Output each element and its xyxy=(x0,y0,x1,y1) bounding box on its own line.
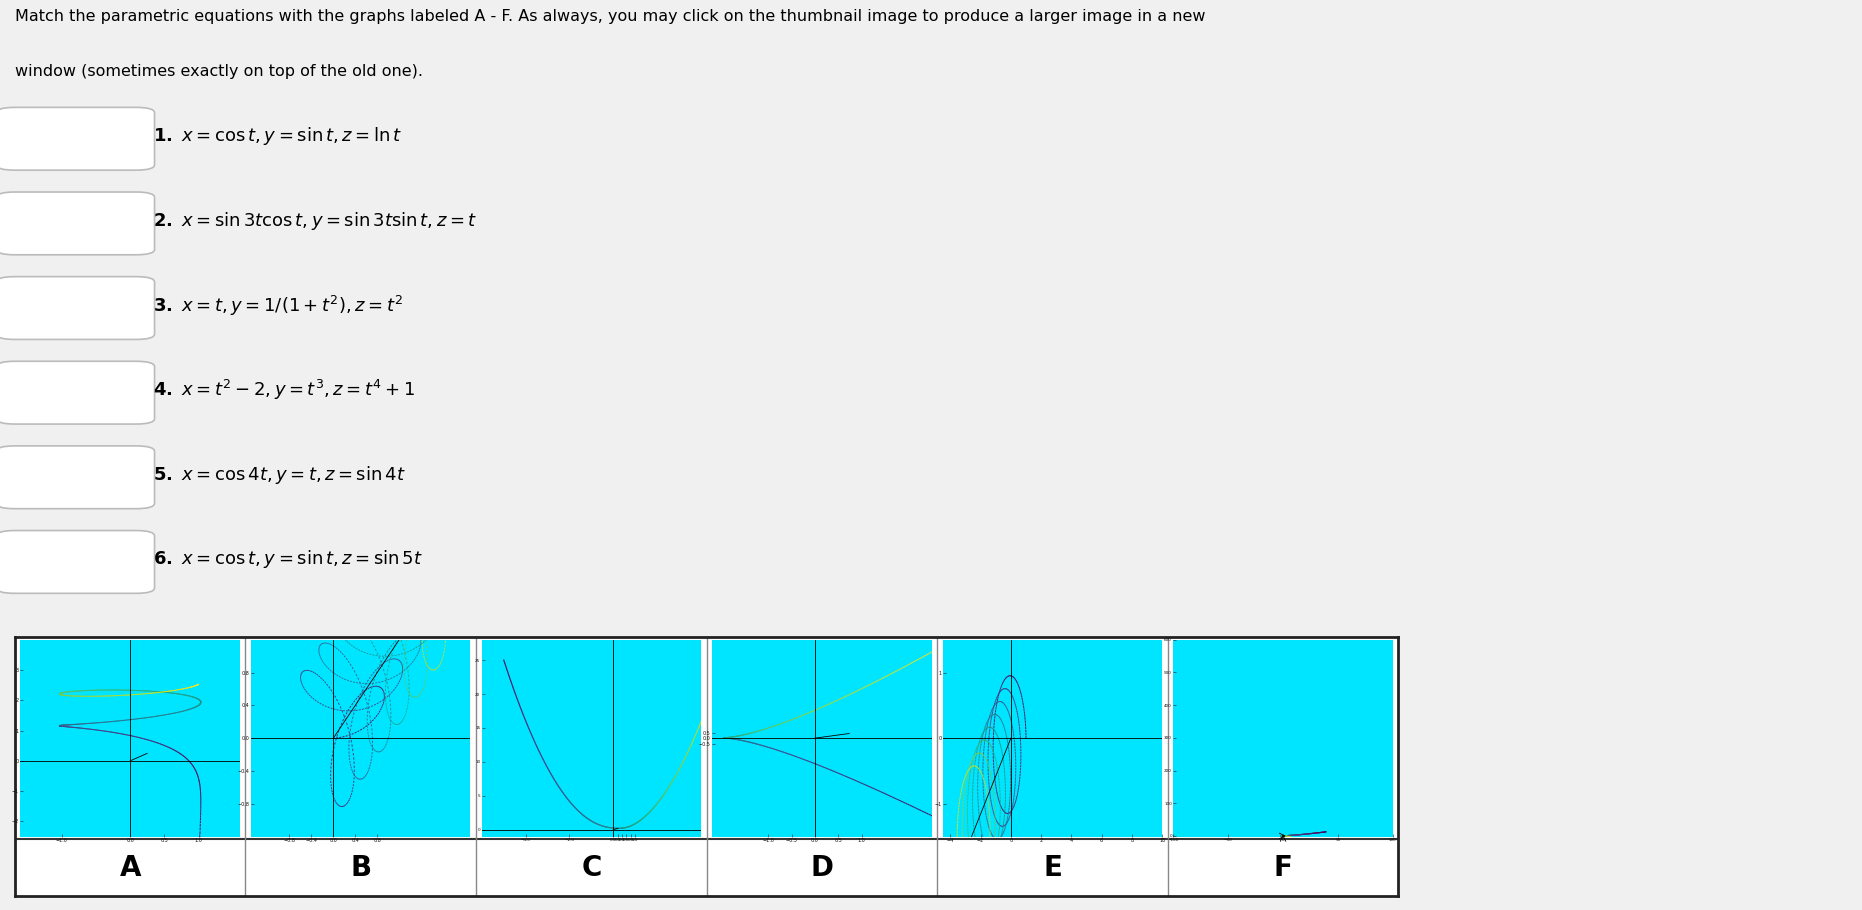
Text: $\mathbf{5.}\ x = \cos 4t, y = t, z = \sin 4t$: $\mathbf{5.}\ x = \cos 4t, y = t, z = \s… xyxy=(153,464,406,486)
Text: $\mathbf{4.}\ x = t^2-2, y = t^3, z = t^4+1$: $\mathbf{4.}\ x = t^2-2, y = t^3, z = t^… xyxy=(153,379,415,402)
FancyBboxPatch shape xyxy=(0,531,155,593)
FancyBboxPatch shape xyxy=(0,361,155,424)
Text: $\mathbf{1.}\ x = \cos t, y = \sin t, z = \ln t$: $\mathbf{1.}\ x = \cos t, y = \sin t, z … xyxy=(153,126,402,147)
Text: A: A xyxy=(119,854,142,882)
Text: $\mathbf{2.}\ x = \sin 3t\cos t, y = \sin 3t\sin t, z = t$: $\mathbf{2.}\ x = \sin 3t\cos t, y = \si… xyxy=(153,210,477,232)
Text: $\mathbf{6.}\ x = \cos t, y = \sin t, z = \sin 5t$: $\mathbf{6.}\ x = \cos t, y = \sin t, z … xyxy=(153,549,423,571)
Text: Match the parametric equations with the graphs labeled A - F. As always, you may: Match the parametric equations with the … xyxy=(15,9,1205,24)
Text: E: E xyxy=(1043,854,1061,882)
FancyBboxPatch shape xyxy=(0,107,155,170)
Text: D: D xyxy=(810,854,834,882)
Text: B: B xyxy=(350,854,371,882)
FancyBboxPatch shape xyxy=(0,446,155,509)
FancyBboxPatch shape xyxy=(0,192,155,255)
FancyBboxPatch shape xyxy=(0,277,155,339)
Text: F: F xyxy=(1274,854,1292,882)
Text: $\mathbf{3.}\ x = t, y = 1/(1+t^2), z = t^2$: $\mathbf{3.}\ x = t, y = 1/(1+t^2), z = … xyxy=(153,294,402,318)
Text: C: C xyxy=(581,854,601,882)
Text: window (sometimes exactly on top of the old one).: window (sometimes exactly on top of the … xyxy=(15,65,423,79)
